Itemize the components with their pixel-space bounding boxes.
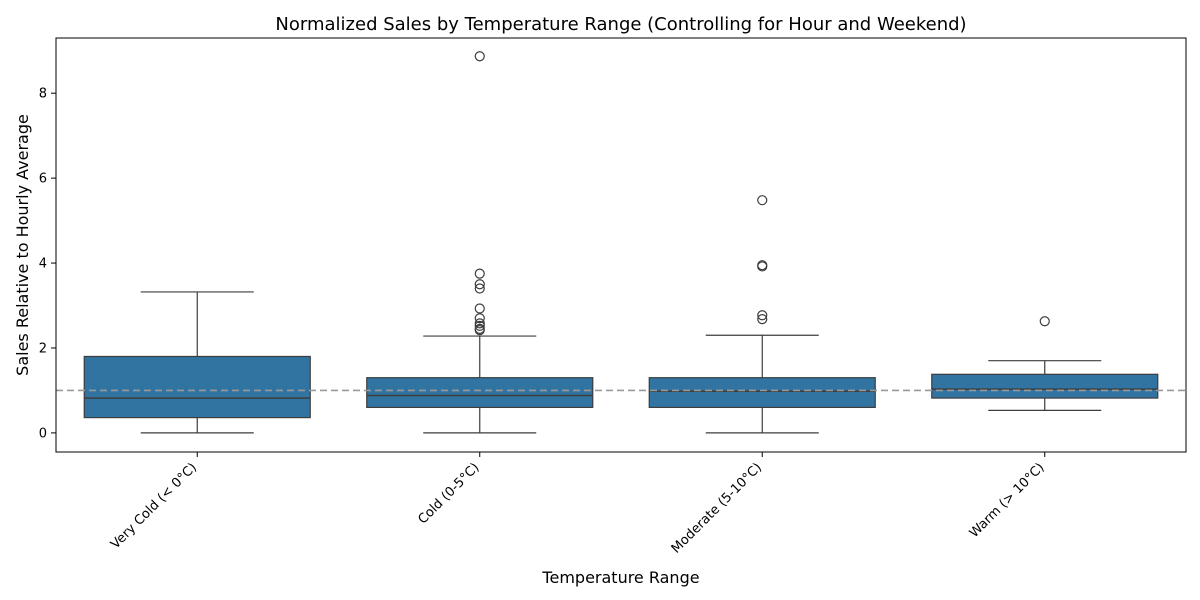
outlier-point [757,195,768,206]
outlier-point [474,283,485,294]
y-tick-label: 4 [39,257,47,272]
outlier-point [757,261,768,272]
outlier-point [474,268,485,279]
chart-title: Normalized Sales by Temperature Range (C… [275,14,966,35]
plot-frame [55,37,1187,453]
box-0 [83,291,311,434]
box-2 [648,195,876,434]
x-tick-label: Cold (0-5°C) [415,460,482,527]
outlier-point [757,313,768,325]
outlier-point [474,325,485,336]
x-tick-label: Very Cold (< 0°C) [108,460,200,552]
box-iqr [83,355,311,419]
y-tick-label: 8 [39,87,47,102]
box-iqr [366,377,594,409]
y-tick-label: 6 [39,172,47,187]
outlier-point [474,51,485,62]
box-1 [366,51,594,434]
outlier-point [474,320,485,331]
x-tick-label: Moderate (5-10°C) [669,460,765,556]
box-3 [931,316,1159,411]
y-tick-label: 2 [39,341,47,356]
outlier-point [474,318,485,329]
outlier-point [474,303,485,314]
box-iqr [648,377,876,409]
plot-area: 0 2 4 6 8 Very Cold (< 0°C) Cold (0-5°C) Modera… [39,37,1187,557]
outlier-point [757,310,768,321]
outlier-point [474,313,485,324]
y-axis-label: Sales Relative to Hourly Average [13,114,32,376]
x-axis-label: Temperature Range [541,568,699,587]
outlier-point [1039,316,1050,327]
outlier-point [474,279,485,290]
y-tick-label: 0 [39,426,47,441]
x-tick-label: Warm (> 10°C) [967,460,1048,541]
box-iqr [931,373,1159,399]
